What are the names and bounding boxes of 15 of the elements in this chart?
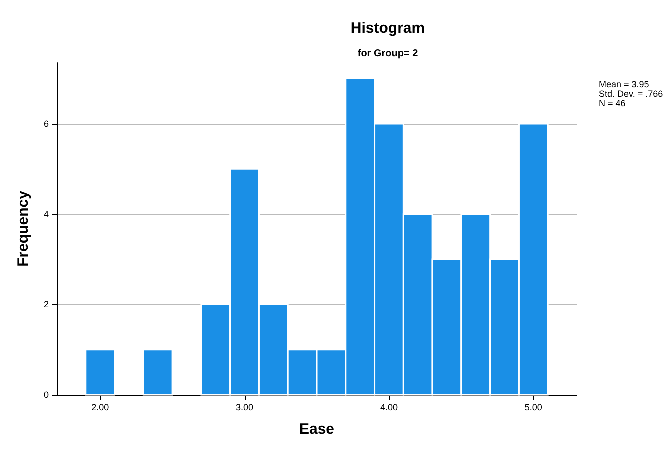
chart-title: Histogram (350, 20, 426, 37)
y-tick-label: 2 (44, 300, 49, 310)
y-tick-label: 0 (44, 390, 49, 400)
x-tick-label: 2.00 (92, 402, 110, 412)
x-axis-title: Ease (299, 421, 335, 438)
y-axis-title: Frequency (15, 190, 32, 267)
text: Std. Dev. = .766 (599, 89, 664, 99)
x-tick-label: 5.00 (524, 402, 542, 412)
text: N = 46 (599, 98, 626, 108)
x-tick-label: 3.00 (236, 402, 254, 412)
chart-subtitle: for Group= 2 (358, 48, 419, 60)
text: Mean = 3.95 (599, 80, 650, 90)
x-tick-label: 4.00 (380, 402, 398, 412)
y-tick-label: 4 (44, 209, 49, 220)
y-tick-label: 6 (44, 118, 49, 129)
